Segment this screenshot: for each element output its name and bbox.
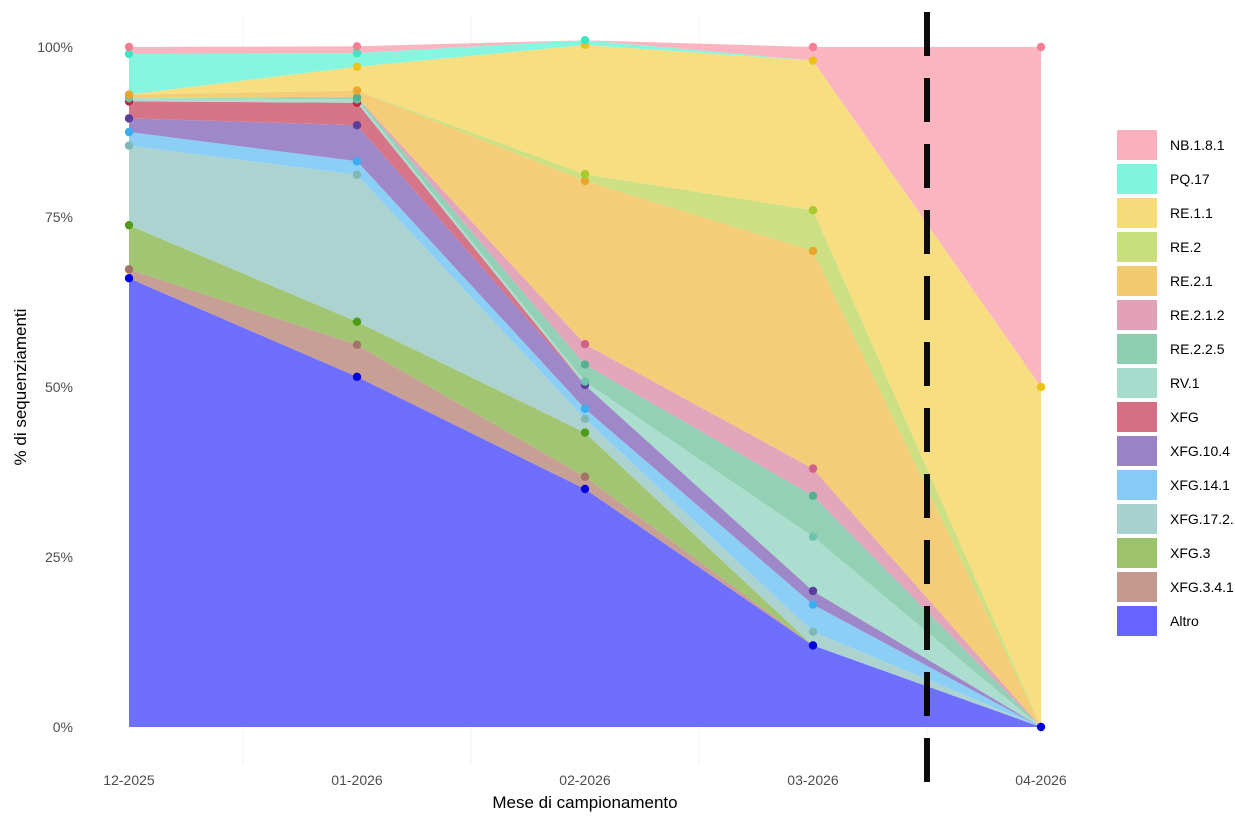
legend: NB.1.8.1 PQ.17 RE.1.1 RE.2 RE.2.1 RE.2.1.2 RE.…	[1117, 130, 1235, 636]
legend-swatch	[1117, 470, 1157, 500]
legend-swatch	[1117, 232, 1157, 262]
legend-swatch	[1117, 198, 1157, 228]
x-tick-label: 02-2026	[559, 772, 611, 788]
legend-label: NB.1.8.1	[1170, 137, 1225, 153]
data-point-re-2	[580, 169, 590, 179]
data-point-re-2	[808, 206, 818, 215]
legend-label: Altro	[1170, 613, 1199, 629]
data-point-re-2-1-2	[808, 464, 818, 473]
axes: 0% 25% 50% 75% 100% 12-2025 01-2026 02-2026 03-2…	[37, 39, 1067, 788]
y-tick-label: 0%	[53, 719, 73, 735]
data-point-pq-17	[580, 36, 590, 45]
legend-swatch	[1117, 606, 1157, 636]
legend-swatch	[1117, 572, 1157, 602]
data-point-rv-1	[808, 532, 818, 541]
data-point-xfg-3-4-1	[580, 472, 590, 481]
data-point-altro	[580, 484, 590, 494]
legend-label: RE.2.1.2	[1170, 307, 1225, 323]
data-point-nb-1-8-1	[124, 42, 134, 52]
legend-swatch	[1117, 402, 1157, 432]
data-point-re-1-1	[352, 62, 362, 71]
data-point-xfg-3-4-1	[352, 340, 362, 350]
x-tick-label: 04-2026	[1015, 772, 1067, 788]
data-point-nb-1-8-1	[808, 42, 818, 52]
legend-label: XFG	[1170, 409, 1199, 425]
legend-label: RE.2	[1170, 239, 1201, 255]
legend-label: RE.1.1	[1170, 205, 1213, 221]
data-point-xfg-3-4-1	[124, 265, 134, 274]
legend-swatch	[1117, 504, 1157, 534]
area-nb-1-8-1	[129, 40, 1041, 387]
data-point-re-1-1	[1036, 382, 1046, 392]
legend-label: RE.2.2.5	[1170, 341, 1225, 357]
y-axis-title: % di sequenziamenti	[11, 309, 30, 466]
data-point-re-2-1	[580, 176, 590, 186]
data-point-pq-17	[124, 49, 134, 58]
legend-swatch	[1117, 368, 1157, 398]
data-point-xfg-14-1	[124, 127, 134, 137]
data-points	[124, 36, 1046, 732]
y-tick-label: 100%	[37, 39, 73, 55]
data-point-xfg-17-2-1	[352, 170, 362, 180]
legend-swatch	[1117, 300, 1157, 330]
data-point-xfg-3	[352, 317, 362, 326]
legend-swatch	[1117, 436, 1157, 466]
data-point-xfg-17-2-1	[580, 414, 590, 424]
data-point-xfg-17-2-1	[124, 141, 134, 150]
legend-swatch	[1117, 334, 1157, 364]
area-pq-17	[129, 40, 1041, 387]
y-tick-label: 50%	[45, 379, 73, 395]
legend-label: XFG.3.4.1	[1170, 579, 1234, 595]
legend-label: XFG.3	[1170, 545, 1211, 561]
data-point-re-2-1	[124, 90, 134, 99]
legend-label: RV.1	[1170, 375, 1200, 391]
data-point-altro	[808, 641, 818, 650]
data-point-xfg-3	[124, 220, 134, 230]
legend-swatch	[1117, 164, 1157, 194]
x-tick-label: 01-2026	[331, 772, 383, 788]
area-re-2-1	[129, 90, 1041, 727]
legend-label: RE.2.1	[1170, 273, 1213, 289]
legend-swatch	[1117, 130, 1157, 160]
data-point-re-2-2-5	[808, 491, 818, 500]
data-point-nb-1-8-1	[352, 42, 362, 51]
data-point-re-2-1	[352, 86, 362, 95]
area-xfg-17-2-1	[129, 145, 1041, 728]
x-tick-label: 03-2026	[787, 772, 839, 788]
data-point-re-2-2-5	[580, 360, 590, 369]
data-point-xfg-14-1	[808, 600, 818, 609]
x-axis-title: Mese di campionamento	[492, 793, 677, 812]
data-point-xfg-14-1	[580, 404, 590, 413]
data-point-re-1-1	[808, 56, 818, 65]
legend-label: XFG.14.1	[1170, 477, 1230, 493]
data-point-re-2-1	[808, 246, 818, 256]
data-point-pq-17	[352, 48, 362, 58]
legend-label: XFG.10.4	[1170, 443, 1230, 459]
data-point-altro	[352, 372, 362, 381]
legend-label: PQ.17	[1170, 171, 1210, 187]
y-tick-label: 75%	[45, 209, 73, 225]
data-point-xfg-14-1	[352, 157, 362, 166]
y-tick-label: 25%	[45, 549, 73, 565]
data-point-xfg-3	[580, 428, 590, 437]
legend-swatch	[1117, 266, 1157, 296]
data-point-xfg-17-2-1	[808, 627, 818, 636]
x-tick-label: 12-2025	[103, 772, 155, 788]
data-point-altro	[1036, 722, 1046, 732]
data-point-xfg-10-4	[352, 121, 362, 130]
data-point-rv-1	[580, 377, 590, 386]
area-xfg-3-4-1	[129, 269, 1041, 727]
data-point-altro	[124, 274, 134, 283]
data-point-re-2-2-5	[352, 93, 362, 102]
legend-swatch	[1117, 538, 1157, 568]
area-rv-1	[129, 98, 1041, 727]
area-altro	[129, 278, 1041, 727]
data-point-xfg-10-4	[124, 114, 134, 123]
data-point-re-2-1-2	[580, 339, 590, 349]
data-point-xfg-10-4	[808, 586, 818, 596]
data-point-nb-1-8-1	[1036, 42, 1046, 52]
legend-label: XFG.17.2.1	[1170, 511, 1235, 527]
